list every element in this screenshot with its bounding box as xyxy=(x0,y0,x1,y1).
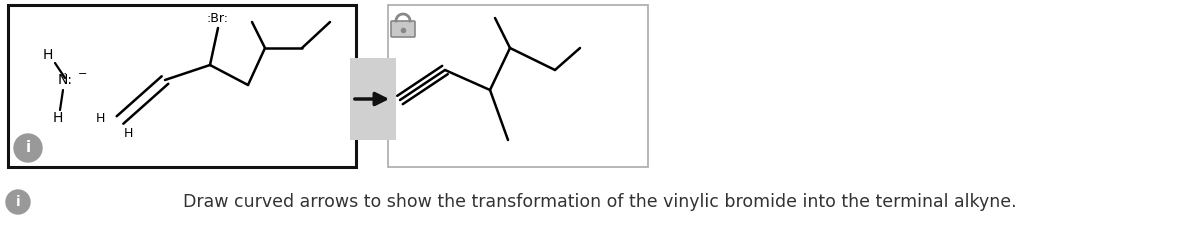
Bar xyxy=(8,5,356,167)
Text: i: i xyxy=(25,140,30,155)
Bar xyxy=(388,5,648,167)
Circle shape xyxy=(14,134,42,162)
Text: N̈:: N̈: xyxy=(58,73,72,87)
Text: H: H xyxy=(124,127,133,140)
Text: i: i xyxy=(16,195,20,209)
Circle shape xyxy=(6,190,30,214)
Text: H: H xyxy=(96,112,106,125)
FancyBboxPatch shape xyxy=(391,21,415,37)
Text: :Br:: :Br: xyxy=(208,12,229,24)
Text: H: H xyxy=(53,111,64,125)
Text: Draw curved arrows to show the transformation of the vinylic bromide into the te: Draw curved arrows to show the transform… xyxy=(184,193,1016,211)
Bar xyxy=(350,58,396,140)
Text: −: − xyxy=(78,69,88,79)
Text: H: H xyxy=(43,48,53,62)
